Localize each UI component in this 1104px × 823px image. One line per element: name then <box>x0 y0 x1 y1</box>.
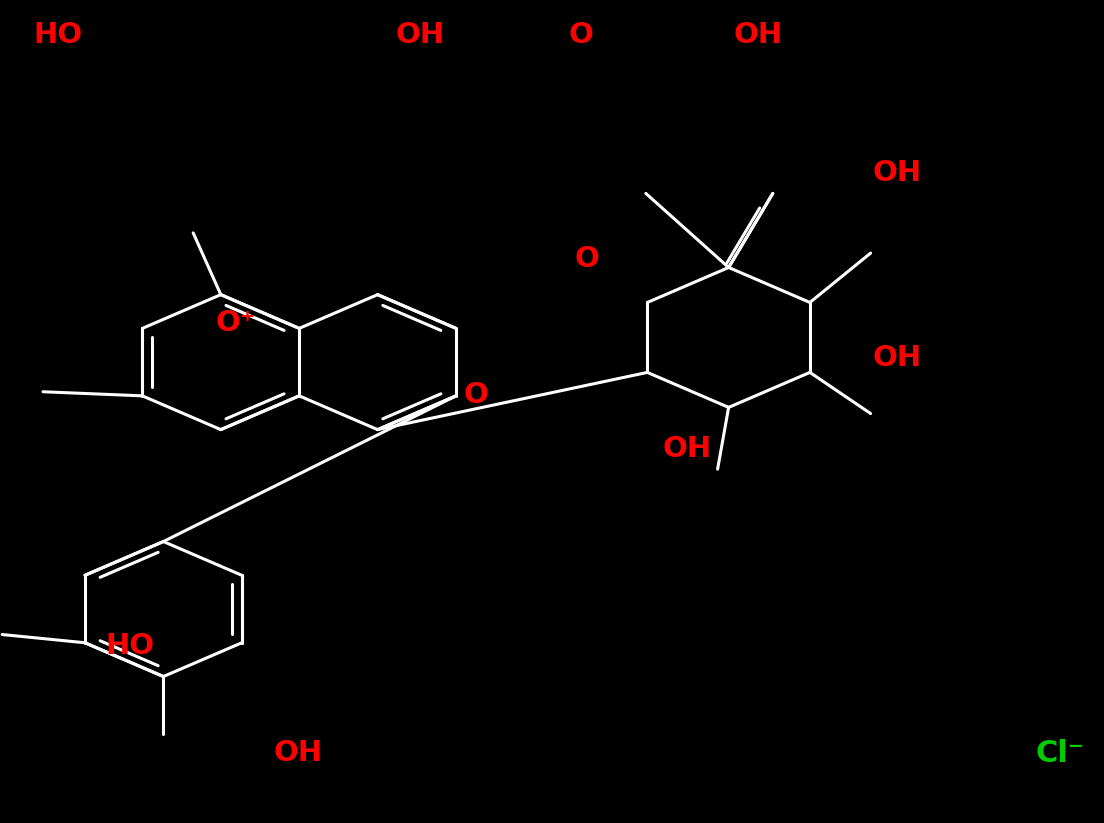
Text: OH: OH <box>395 21 444 49</box>
Text: OH: OH <box>274 739 322 767</box>
Text: O: O <box>464 381 489 409</box>
Text: Cl⁻: Cl⁻ <box>1036 738 1084 768</box>
Text: HO: HO <box>105 632 153 660</box>
Text: OH: OH <box>733 21 782 49</box>
Text: OH: OH <box>872 344 921 372</box>
Text: OH: OH <box>872 159 921 187</box>
Text: O: O <box>569 21 594 49</box>
Text: O⁺: O⁺ <box>215 309 256 337</box>
Text: OH: OH <box>662 435 711 463</box>
Text: O: O <box>574 245 599 273</box>
Text: HO: HO <box>33 21 82 49</box>
